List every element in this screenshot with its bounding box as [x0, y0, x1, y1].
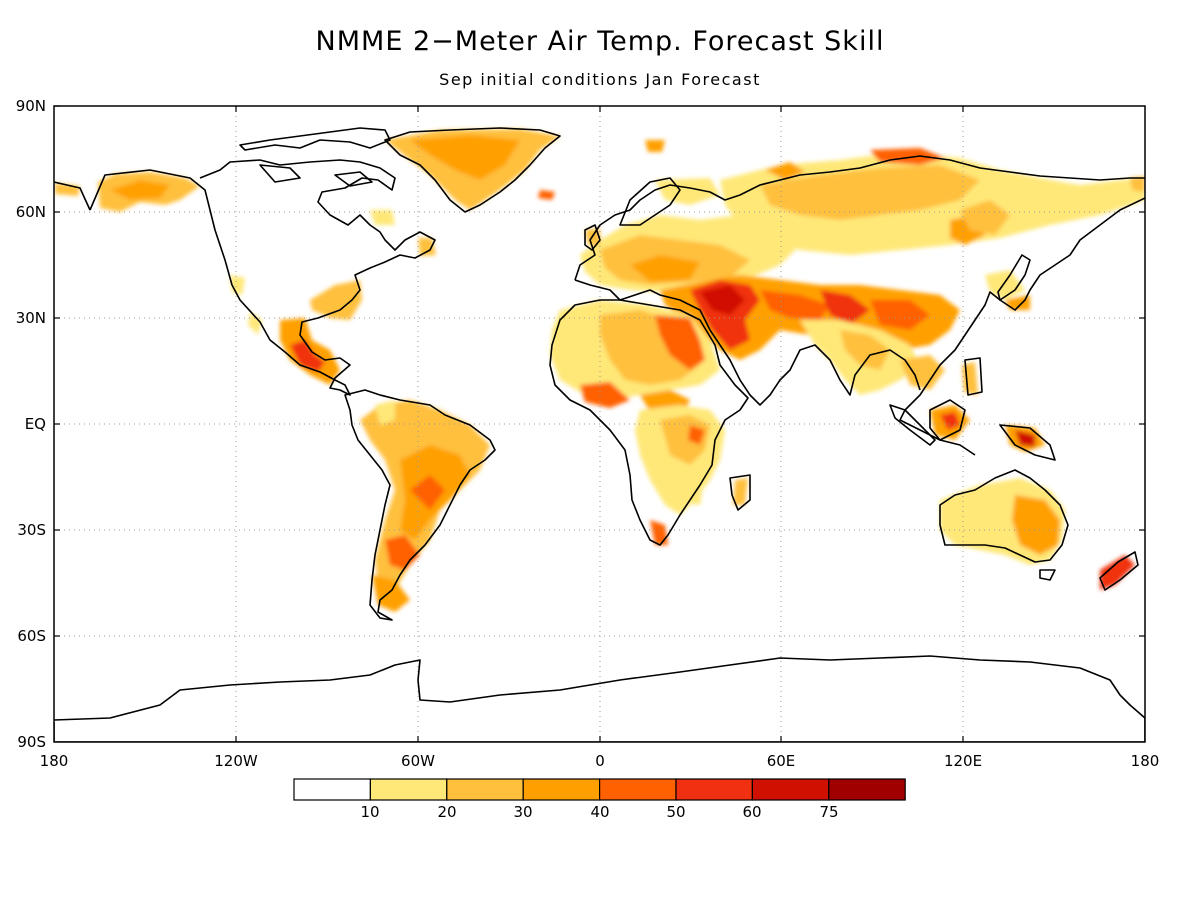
colorbar-label: 75	[819, 803, 839, 821]
lat-label-30n: 30N	[15, 309, 46, 327]
lon-label-180w: 180	[39, 752, 69, 770]
colorbar-swatch	[293, 778, 372, 801]
colorbar-swatch	[751, 778, 830, 801]
lon-label-0: 0	[595, 752, 605, 770]
colorbar-swatch	[828, 778, 906, 801]
lat-label-eq: EQ	[24, 415, 46, 433]
colorbar-swatch	[446, 778, 524, 801]
axis-ticks	[54, 105, 1145, 742]
colorbar-label: 30	[513, 803, 533, 821]
colorbar-label: 40	[590, 803, 610, 821]
colorbar-swatch	[598, 778, 677, 801]
grid-lines	[54, 106, 1145, 742]
colorbar-label: 60	[742, 803, 762, 821]
colorbar	[293, 778, 906, 801]
lon-label-60e: 60E	[766, 752, 796, 770]
lon-label-120e: 120E	[943, 752, 983, 770]
colorbar-label: 20	[437, 803, 457, 821]
skill-shading	[55, 129, 1145, 612]
lat-label-60n: 60N	[15, 203, 46, 221]
lon-label-180e: 180	[1130, 752, 1160, 770]
colorbar-label: 50	[666, 803, 686, 821]
map-subtitle: Sep initial conditions Jan Forecast	[439, 70, 761, 89]
colorbar-label: 10	[360, 803, 380, 821]
colorbar-swatch	[675, 778, 754, 801]
coastlines	[54, 127, 1145, 742]
colorbar-swatch	[369, 778, 448, 801]
lat-label-90n: 90N	[15, 97, 46, 115]
lat-label-60s: 60S	[17, 627, 46, 645]
lon-label-120w: 120W	[214, 752, 258, 770]
lat-label-90s: 90S	[17, 733, 46, 751]
map-title: NMME 2−Meter Air Temp. Forecast Skill	[315, 26, 885, 57]
lon-label-60w: 60W	[401, 752, 435, 770]
lat-label-30s: 30S	[17, 521, 46, 539]
colorbar-swatch	[522, 778, 601, 801]
